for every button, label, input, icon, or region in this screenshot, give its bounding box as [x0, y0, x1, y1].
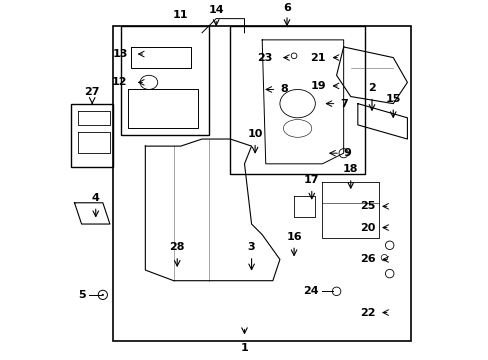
Text: 6: 6: [283, 3, 290, 13]
Text: 14: 14: [208, 5, 224, 15]
Text: 22: 22: [359, 307, 375, 318]
Bar: [113, 26, 410, 341]
Text: 25: 25: [360, 201, 375, 211]
Bar: [121, 26, 209, 135]
Text: 17: 17: [304, 175, 319, 185]
Text: 7: 7: [340, 99, 347, 109]
Text: 11: 11: [173, 10, 188, 21]
Text: 10: 10: [247, 129, 262, 139]
Text: 21: 21: [310, 53, 325, 63]
Text: 23: 23: [257, 53, 272, 63]
Text: 1: 1: [240, 343, 248, 353]
Text: 27: 27: [84, 86, 100, 96]
Text: 16: 16: [285, 232, 301, 242]
Circle shape: [102, 294, 103, 296]
Text: 18: 18: [342, 165, 358, 175]
Bar: [71, 104, 113, 167]
Text: 8: 8: [279, 85, 287, 94]
Text: 9: 9: [343, 148, 351, 158]
Text: 28: 28: [169, 242, 184, 252]
Text: 5: 5: [78, 290, 85, 300]
Bar: [230, 26, 364, 175]
Text: 4: 4: [92, 193, 100, 203]
Text: 13: 13: [112, 49, 127, 59]
Text: 24: 24: [303, 286, 318, 296]
Text: 2: 2: [367, 83, 375, 93]
Text: 15: 15: [385, 94, 400, 104]
Text: 12: 12: [112, 77, 127, 87]
Text: 19: 19: [310, 81, 325, 91]
Text: 3: 3: [247, 242, 255, 252]
Text: 20: 20: [360, 222, 375, 233]
Text: 26: 26: [359, 255, 375, 265]
